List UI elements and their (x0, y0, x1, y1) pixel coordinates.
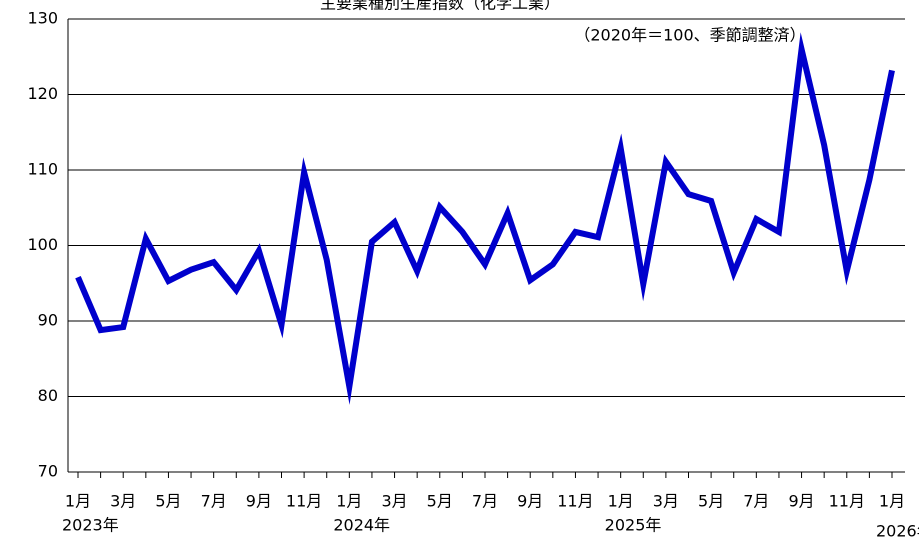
x-tick-label: 9月 (517, 492, 543, 511)
x-tick-label: 5月 (155, 492, 181, 511)
chart-subtitle: （2020年＝100、季節調整済） (574, 26, 805, 45)
x-tick-label: 5月 (698, 492, 724, 511)
x-tick-label: 3月 (110, 492, 136, 511)
x-tick-label: 1月 (65, 492, 91, 511)
x-tick-label: 9月 (246, 492, 272, 511)
x-tick-label: 7月 (472, 492, 498, 511)
x-tick-label: 7月 (201, 492, 227, 511)
x-year-label: 2026年 (876, 522, 919, 541)
y-tick-label: 100 (27, 235, 58, 254)
x-tick-label: 1月 (336, 492, 362, 511)
x-tick-label: 11月 (286, 492, 322, 511)
x-year-label: 2023年 (62, 516, 119, 535)
x-tick-label: 9月 (788, 492, 814, 511)
x-tick-label: 3月 (653, 492, 679, 511)
x-year-label: 2024年 (333, 516, 390, 535)
y-tick-label: 80 (38, 386, 58, 405)
y-tick-label: 90 (38, 311, 58, 330)
x-tick-label: 3月 (381, 492, 407, 511)
y-tick-label: 110 (27, 160, 58, 179)
chart-title: 主要業種別生産指数（化学工業） (320, 0, 560, 13)
x-tick-label: 1月 (608, 492, 634, 511)
y-tick-label: 120 (27, 84, 58, 103)
y-tick-label: 70 (38, 462, 58, 481)
y-tick-label: 130 (27, 9, 58, 28)
x-tick-label: 11月 (557, 492, 593, 511)
data-line (75, 32, 895, 405)
x-tick-label: 1月 (879, 492, 905, 511)
x-year-label: 2025年 (605, 516, 662, 535)
x-tick-label: 7月 (743, 492, 769, 511)
x-tick-label: 5月 (427, 492, 453, 511)
x-tick-label: 11月 (829, 492, 865, 511)
